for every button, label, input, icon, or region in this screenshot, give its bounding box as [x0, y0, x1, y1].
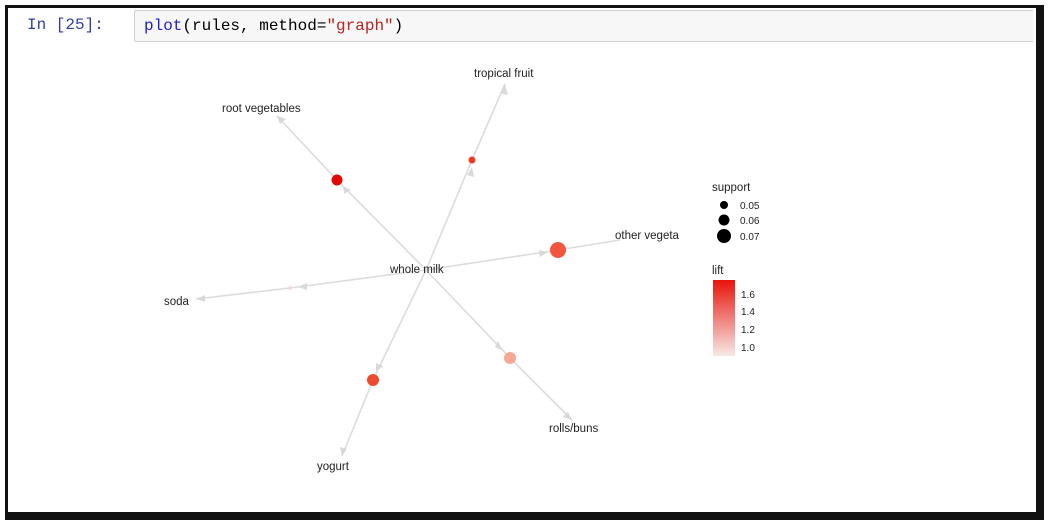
arrowhead	[340, 447, 347, 456]
item-label: other vegeta	[615, 230, 680, 242]
code-cell-input[interactable]: plot(rules, method="graph")	[134, 10, 1033, 42]
arrowhead	[298, 283, 307, 290]
arrowhead	[467, 167, 474, 177]
arrowhead	[563, 412, 572, 420]
code-line: plot(rules, method="graph")	[144, 17, 403, 35]
rule-node	[367, 374, 379, 386]
item-label: soda	[164, 296, 190, 308]
support-legend-dot	[718, 214, 730, 226]
arrowhead	[196, 295, 205, 302]
cell-prompt: In [25]:	[27, 16, 104, 34]
lift-legend-tick: 1.0	[741, 343, 755, 354]
center-item-label: whole milk	[389, 264, 444, 276]
item-label: root vegetables	[222, 103, 301, 115]
rule-node	[331, 174, 343, 186]
lift-legend-tick: 1.2	[741, 325, 755, 336]
edge	[336, 179, 427, 271]
rule-node	[288, 286, 292, 290]
code-close: )	[393, 17, 404, 35]
code-string: "graph"	[326, 17, 394, 35]
edge	[509, 357, 573, 421]
arrowhead	[277, 116, 286, 124]
edge	[425, 159, 473, 271]
code-function: plot	[144, 17, 183, 35]
item-label: rolls/buns	[549, 423, 598, 435]
edge	[341, 379, 374, 457]
edge	[557, 239, 621, 251]
lift-legend-tick: 1.4	[741, 307, 755, 318]
edge	[276, 115, 338, 181]
arrowhead	[539, 250, 548, 257]
support-legend-value: 0.05	[740, 201, 760, 212]
item-label: yogurt	[317, 461, 350, 473]
lift-legend-tick: 1.6	[741, 290, 755, 301]
arrowhead	[376, 363, 383, 372]
lift-legend-title: lift	[712, 265, 724, 277]
arrowhead	[500, 84, 508, 95]
support-legend-value: 0.07	[740, 232, 760, 243]
rule-node	[468, 156, 476, 164]
notebook-frame	[5, 5, 1044, 520]
edge	[425, 269, 511, 359]
arrowhead	[495, 341, 503, 351]
edge	[425, 249, 559, 271]
support-legend-title: support	[712, 182, 751, 194]
code-args: (rules, method=	[182, 17, 327, 35]
support-legend-dot	[720, 201, 728, 209]
rule-node	[550, 242, 566, 258]
lift-colorbar	[713, 280, 735, 356]
edge	[195, 287, 291, 300]
edge	[289, 269, 427, 289]
arrowhead	[343, 186, 351, 194]
edge	[372, 269, 427, 381]
support-legend-value: 0.06	[740, 216, 760, 227]
edge	[471, 83, 506, 161]
support-legend-dot	[717, 229, 731, 243]
item-label: tropical fruit	[474, 68, 534, 80]
rule-node	[504, 352, 516, 364]
